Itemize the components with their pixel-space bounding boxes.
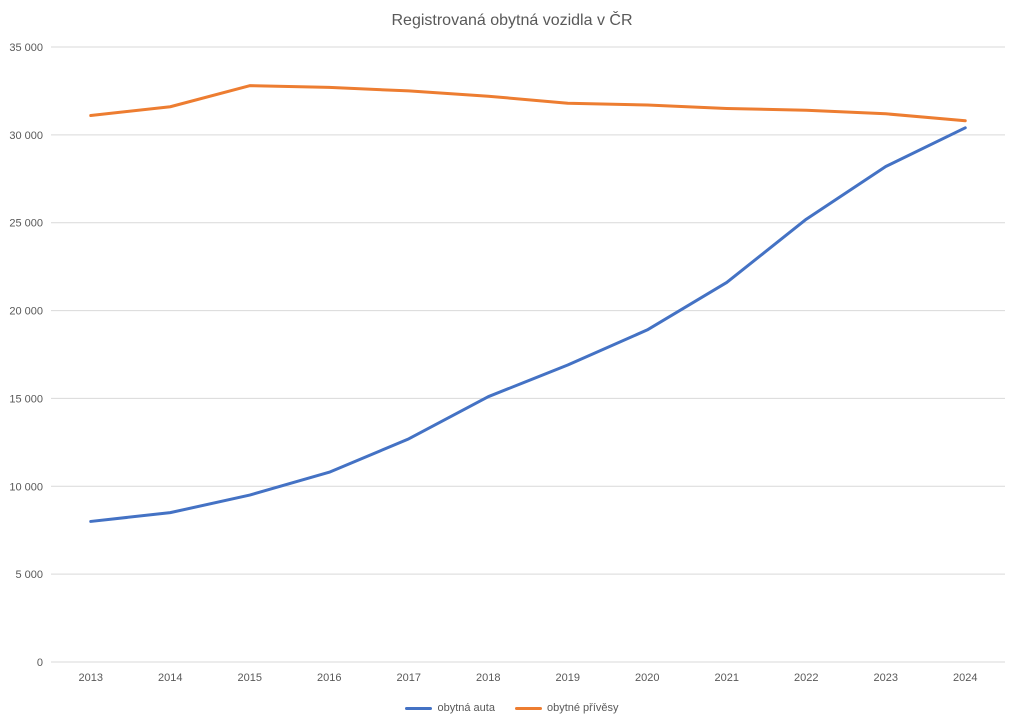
y-axis-tick-label: 5 000 — [15, 569, 43, 581]
y-axis-tick-label: 0 — [37, 657, 43, 669]
y-axis-tick-label: 20 000 — [9, 306, 43, 318]
y-axis-tick-label: 30 000 — [9, 130, 43, 142]
x-axis-tick-label: 2023 — [874, 672, 898, 684]
y-axis-tick-label: 25 000 — [9, 218, 43, 230]
series-line-obytná-auta — [89, 126, 967, 523]
y-axis-tick-label: 15 000 — [9, 393, 43, 405]
x-axis-tick-label: 2020 — [635, 672, 659, 684]
x-axis-tick-label: 2016 — [317, 672, 341, 684]
legend-item-obytne-privesy[interactable]: obytné přívěsy — [514, 702, 619, 714]
legend-label: obytná auta — [437, 702, 495, 714]
series-line-obytné-přívěsy — [89, 84, 967, 123]
x-axis-tick-label: 2021 — [715, 672, 739, 684]
x-axis-tick-label: 2015 — [238, 672, 262, 684]
x-axis-tick-label: 2019 — [556, 672, 580, 684]
x-axis-tick-label: 2013 — [79, 672, 103, 684]
legend-item-obytna-auta[interactable]: obytná auta — [405, 702, 495, 714]
series-line-swatch-blue — [405, 706, 433, 710]
legend-label: obytné přívěsy — [546, 702, 619, 714]
series-line-swatch-orange — [514, 706, 542, 710]
x-axis-tick-label: 2024 — [953, 672, 977, 684]
y-axis-tick-label: 10 000 — [9, 481, 43, 493]
x-axis-tick-label: 2018 — [476, 672, 500, 684]
y-axis-tick-label: 35 000 — [9, 42, 43, 54]
x-axis-tick-label: 2017 — [397, 672, 421, 684]
legend: obytná auta obytné přívěsy — [0, 702, 1024, 714]
x-axis-tick-label: 2022 — [794, 672, 818, 684]
chart-title: Registrovaná obytná vozidla v ČR — [391, 12, 633, 29]
x-axis-tick-label: 2014 — [158, 672, 182, 684]
